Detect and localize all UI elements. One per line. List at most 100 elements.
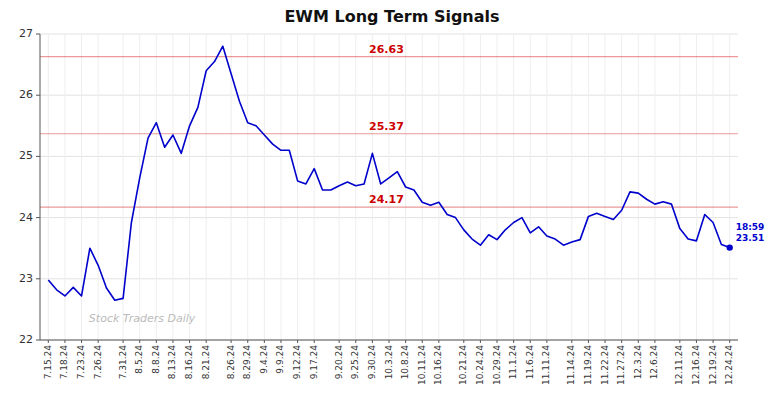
x-tick-label: 8.26.24 [226, 345, 236, 380]
y-tick [36, 95, 40, 96]
x-tick-label: 12.11.24 [674, 345, 684, 385]
x-tick-label: 9.4.24 [259, 345, 269, 374]
grid-line-x [497, 34, 498, 340]
y-tick-label: 25 [19, 149, 33, 162]
last-point [726, 244, 732, 250]
x-tick [729, 340, 730, 343]
x-tick-label: 9.17.24 [309, 345, 319, 380]
x-tick [231, 340, 232, 343]
x-tick-label: 11.6.24 [525, 345, 535, 380]
grid-line-x [231, 34, 232, 340]
x-tick-label: 9.9.24 [275, 345, 285, 374]
x-tick-label: 11.27.24 [616, 345, 626, 385]
x-tick-label: 7.31.24 [118, 345, 128, 380]
x-tick [247, 340, 248, 343]
x-tick-label: 12.3.24 [633, 345, 643, 380]
grid-line-x [438, 34, 439, 340]
grid-line-x [189, 34, 190, 340]
y-tick [36, 34, 40, 35]
x-tick-label: 8.13.24 [167, 345, 177, 380]
x-tick-label: 7.23.24 [76, 345, 86, 380]
x-tick [172, 340, 173, 343]
reference-line [40, 56, 738, 57]
x-tick-label: 7.15.24 [43, 345, 53, 380]
watermark: Stock Traders Daily [89, 312, 196, 325]
x-tick-label: 11.1.24 [508, 345, 518, 380]
x-tick-label: 7.26.24 [93, 345, 103, 380]
reference-lines [40, 57, 738, 208]
grid-line-x [64, 34, 65, 340]
grid-line-x [679, 34, 680, 340]
x-tick [48, 340, 49, 343]
x-tick [139, 340, 140, 343]
x-tick-label: 9.20.24 [334, 345, 344, 380]
y-tick-label: 27 [19, 27, 33, 40]
grid-line-x [605, 34, 606, 340]
reference-line-label: 25.37 [369, 120, 404, 133]
price-line [48, 46, 729, 300]
grid-line-x [696, 34, 697, 340]
grid-line-x [621, 34, 622, 340]
x-tick [280, 340, 281, 343]
x-tick [679, 340, 680, 343]
x-tick [372, 340, 373, 343]
axes: 2223242526277.15.247.18.247.23.247.26.24… [19, 27, 738, 385]
x-tick [314, 340, 315, 343]
grid-line-x [355, 34, 356, 340]
title: EWM Long Term Signals [284, 7, 499, 26]
grid-line-x [206, 34, 207, 340]
x-tick-label: 12.19.24 [708, 345, 718, 385]
x-tick [438, 340, 439, 343]
x-tick-label: 8.8.24 [151, 345, 161, 374]
grid-line-x [156, 34, 157, 340]
grid-line-x [654, 34, 655, 340]
x-tick-label: 10.11.24 [417, 345, 427, 385]
x-tick-label: 10.8.24 [400, 345, 410, 380]
y-tick [36, 340, 40, 341]
x-tick-label: 9.30.24 [367, 345, 377, 380]
x-tick [480, 340, 481, 343]
x-tick [621, 340, 622, 343]
annotation: 18:5923.51 [736, 222, 765, 243]
x-tick [713, 340, 714, 343]
x-tick [64, 340, 65, 343]
x-tick [156, 340, 157, 343]
x-tick-label: 10.16.24 [433, 345, 443, 385]
x-tick-label: 11.22.24 [600, 345, 610, 385]
x-tick [696, 340, 697, 343]
x-tick [189, 340, 190, 343]
x-tick [588, 340, 589, 343]
x-tick [497, 340, 498, 343]
x-tick-label: 11.19.24 [583, 345, 593, 385]
x-tick-label: 9.25.24 [350, 345, 360, 380]
annotation-line: 23.51 [736, 233, 764, 243]
x-tick [654, 340, 655, 343]
reference-line [40, 133, 738, 134]
x-tick [463, 340, 464, 343]
x-tick-label: 11.11.24 [541, 345, 551, 385]
grid-line-x [48, 34, 49, 340]
x-tick [605, 340, 606, 343]
chart: Stock Traders Daily2223242526277.15.247.… [0, 0, 784, 398]
reference-line-label: 24.17 [369, 193, 404, 206]
grid-line-x [172, 34, 173, 340]
grid-line-x [571, 34, 572, 340]
reference-line-label: 26.63 [369, 43, 404, 56]
x-tick-label: 10.29.24 [492, 345, 502, 385]
x-tick-label: 8.16.24 [184, 345, 194, 380]
y-tick [36, 156, 40, 157]
grid-line-x [98, 34, 99, 340]
x-tick-label: 10.24.24 [475, 345, 485, 385]
x-tick [389, 340, 390, 343]
y-tick-label: 24 [19, 211, 33, 224]
x-tick-label: 8.21.24 [201, 345, 211, 380]
grid-line-x [422, 34, 423, 340]
x-tick [513, 340, 514, 343]
x-tick [355, 340, 356, 343]
grid-line-x [480, 34, 481, 340]
grid-line-x [389, 34, 390, 340]
x-tick [81, 340, 82, 343]
x-tick [571, 340, 572, 343]
x-tick [98, 340, 99, 343]
x-tick [546, 340, 547, 343]
